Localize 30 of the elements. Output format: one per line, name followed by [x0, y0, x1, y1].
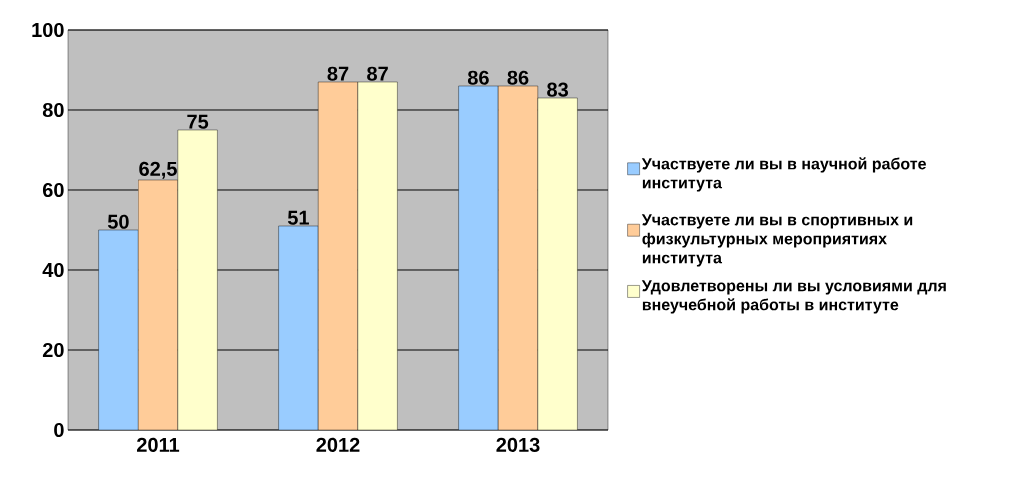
legend-label: Участвуете ли вы в научной работе института: [641, 157, 926, 192]
bar: [98, 229, 139, 430]
bar: [458, 85, 499, 430]
y-tick-label: 20: [42, 342, 64, 358]
y-tick-label: 40: [42, 262, 64, 278]
data-label: 75: [187, 114, 209, 129]
y-tick-label: 0: [54, 422, 64, 438]
x-tick-label: 2013: [496, 437, 540, 452]
x-tick-label: 2011: [136, 437, 180, 452]
legend-label: Участвуете ли вы в спортивных и физкультурных мероприятиях института: [641, 214, 913, 267]
data-label: 51: [287, 210, 309, 225]
legend-label: Удовлетворены ли вы условиями для внеучебной работы в институте: [641, 280, 946, 314]
x-tick-label: 2012: [316, 437, 360, 452]
data-label: 86: [467, 70, 489, 85]
data-label: 50: [107, 214, 129, 229]
bar: [357, 81, 398, 430]
bar: [278, 225, 319, 430]
bar: [318, 81, 358, 430]
bar: [138, 179, 178, 430]
data-label: 87: [327, 66, 349, 81]
data-label: 87: [367, 66, 388, 81]
data-label: 86: [507, 70, 529, 85]
data-label: 62,5: [139, 161, 177, 179]
bar: [498, 85, 538, 430]
y-tick-label: 100: [32, 22, 64, 38]
y-tick-label: 60: [42, 182, 64, 198]
bar: [537, 97, 578, 430]
y-tick-label: 80: [42, 102, 64, 118]
data-label: 83: [547, 82, 569, 97]
bar: [177, 129, 218, 430]
